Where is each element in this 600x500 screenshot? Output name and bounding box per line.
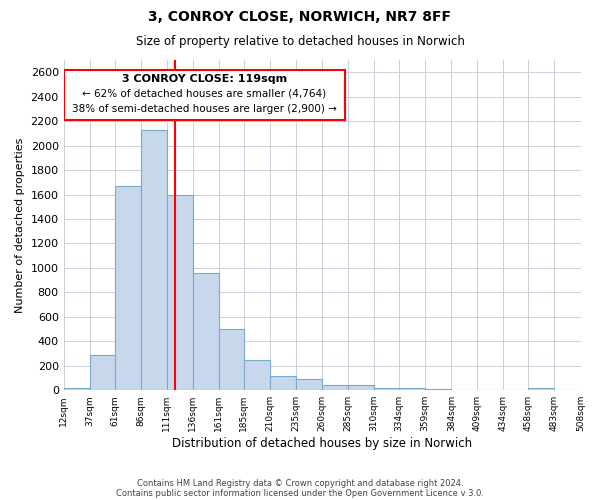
Bar bbox=[141, 130, 167, 390]
Bar bbox=[425, 389, 451, 390]
X-axis label: Distribution of detached houses by size in Norwich: Distribution of detached houses by size … bbox=[172, 437, 472, 450]
Text: 3, CONROY CLOSE, NORWICH, NR7 8FF: 3, CONROY CLOSE, NORWICH, NR7 8FF bbox=[149, 10, 452, 24]
Bar bbox=[64, 388, 90, 390]
Bar bbox=[529, 388, 554, 390]
Text: 38% of semi-detached houses are larger (2,900) →: 38% of semi-detached houses are larger (… bbox=[72, 104, 337, 114]
Text: Contains HM Land Registry data © Crown copyright and database right 2024.: Contains HM Land Registry data © Crown c… bbox=[137, 478, 463, 488]
Bar bbox=[219, 329, 244, 390]
Y-axis label: Number of detached properties: Number of detached properties bbox=[15, 138, 25, 313]
Bar bbox=[270, 376, 296, 390]
Bar bbox=[374, 388, 399, 390]
Text: 3 CONROY CLOSE: 119sqm: 3 CONROY CLOSE: 119sqm bbox=[122, 74, 287, 84]
Bar bbox=[115, 186, 141, 390]
Text: Size of property relative to detached houses in Norwich: Size of property relative to detached ho… bbox=[136, 35, 464, 48]
Bar bbox=[193, 273, 219, 390]
FancyBboxPatch shape bbox=[64, 70, 345, 120]
Bar bbox=[296, 378, 322, 390]
Bar bbox=[167, 194, 193, 390]
Bar bbox=[348, 386, 374, 390]
Bar bbox=[322, 386, 348, 390]
Bar bbox=[244, 360, 270, 390]
Text: Contains public sector information licensed under the Open Government Licence v : Contains public sector information licen… bbox=[116, 488, 484, 498]
Bar bbox=[399, 388, 425, 390]
Text: ← 62% of detached houses are smaller (4,764): ← 62% of detached houses are smaller (4,… bbox=[82, 89, 326, 99]
Bar bbox=[90, 354, 115, 390]
